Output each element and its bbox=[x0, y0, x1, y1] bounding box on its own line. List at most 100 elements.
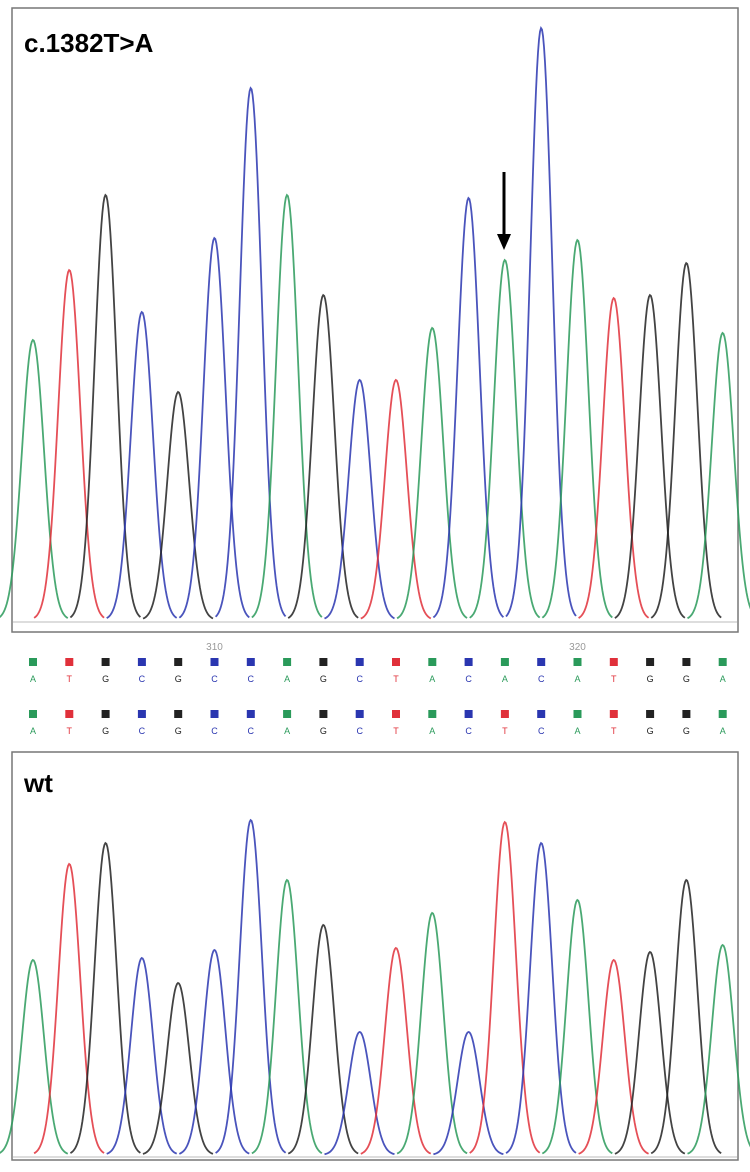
base-call: A bbox=[574, 726, 580, 736]
base-call-marker bbox=[646, 710, 655, 718]
base-call-marker bbox=[646, 658, 655, 666]
peak bbox=[505, 25, 577, 618]
base-call: C bbox=[356, 726, 363, 736]
base-call: C bbox=[465, 674, 472, 684]
base-call-marker bbox=[137, 710, 146, 718]
ruler-tick-label: 320 bbox=[569, 642, 586, 653]
base-call: A bbox=[429, 726, 435, 736]
base-call: A bbox=[30, 726, 36, 736]
base-call: G bbox=[647, 726, 654, 736]
base-call-marker bbox=[718, 658, 727, 666]
peak bbox=[541, 898, 613, 1155]
base-call: G bbox=[320, 726, 327, 736]
base-call: G bbox=[175, 726, 182, 736]
peak bbox=[251, 193, 323, 619]
base-call: C bbox=[139, 726, 146, 736]
peak bbox=[69, 841, 141, 1154]
base-call: T bbox=[67, 674, 73, 684]
base-call-marker bbox=[137, 658, 146, 666]
peak bbox=[106, 310, 178, 619]
base-call-marker bbox=[29, 710, 37, 718]
base-call-marker bbox=[428, 658, 437, 666]
peak bbox=[433, 1031, 504, 1156]
base-call-marker bbox=[174, 710, 183, 718]
base-call: C bbox=[356, 674, 363, 684]
base-call-marker bbox=[500, 710, 509, 718]
base-call-marker bbox=[355, 658, 364, 666]
base-call: G bbox=[647, 674, 654, 684]
base-call: G bbox=[102, 674, 109, 684]
base-call: A bbox=[720, 726, 726, 736]
base-call-marker bbox=[319, 710, 328, 718]
base-call: G bbox=[320, 674, 327, 684]
peak bbox=[324, 378, 395, 620]
peak bbox=[142, 981, 214, 1155]
base-call-marker bbox=[392, 658, 400, 666]
base-call-marker bbox=[101, 658, 110, 666]
base-call-marker bbox=[609, 710, 618, 718]
peak bbox=[687, 331, 750, 620]
peak bbox=[650, 261, 722, 619]
peak bbox=[360, 378, 432, 620]
base-call: G bbox=[102, 726, 109, 736]
base-call: A bbox=[30, 674, 36, 684]
base-call-marker bbox=[718, 710, 727, 718]
peak bbox=[178, 236, 250, 619]
peak bbox=[0, 338, 69, 619]
base-call-marker bbox=[355, 710, 364, 718]
base-call: A bbox=[720, 674, 726, 684]
base-call: C bbox=[538, 726, 545, 736]
peak bbox=[178, 948, 250, 1155]
base-call: A bbox=[284, 674, 290, 684]
base-call: G bbox=[683, 726, 690, 736]
base-call-marker bbox=[29, 658, 37, 666]
base-call-marker bbox=[682, 710, 691, 718]
arrow bbox=[497, 172, 511, 250]
peak bbox=[541, 238, 613, 619]
base-call-marker bbox=[210, 710, 219, 718]
base-call: A bbox=[284, 726, 290, 736]
base-call: C bbox=[139, 674, 146, 684]
base-call: C bbox=[211, 674, 218, 684]
base-call-marker bbox=[101, 710, 110, 718]
peak bbox=[432, 196, 505, 619]
base-call-marker bbox=[464, 658, 473, 666]
base-call-marker bbox=[246, 710, 255, 718]
base-call: T bbox=[502, 726, 508, 736]
panel-label: wt bbox=[23, 768, 53, 798]
base-call-marker bbox=[609, 658, 618, 666]
base-call: G bbox=[175, 674, 182, 684]
base-call-marker bbox=[464, 710, 473, 718]
peak bbox=[214, 86, 287, 618]
base-call: A bbox=[429, 674, 435, 684]
base-call-marker bbox=[682, 658, 691, 666]
ruler-tick-label: 310 bbox=[206, 642, 223, 653]
peak bbox=[360, 946, 432, 1155]
peak bbox=[33, 268, 105, 619]
peak bbox=[396, 326, 468, 620]
peak bbox=[215, 818, 287, 1154]
peak bbox=[578, 958, 649, 1155]
peak bbox=[324, 1031, 395, 1156]
peak bbox=[33, 862, 105, 1155]
base-call-marker bbox=[65, 710, 74, 718]
base-call: A bbox=[574, 674, 580, 684]
peak bbox=[396, 911, 468, 1155]
peak bbox=[287, 293, 359, 619]
peak bbox=[469, 258, 541, 619]
base-call: C bbox=[538, 674, 545, 684]
peak bbox=[505, 841, 577, 1154]
panel-label: c.1382T>A bbox=[24, 28, 154, 58]
peak bbox=[650, 878, 722, 1155]
base-call-marker bbox=[537, 658, 546, 666]
peak bbox=[287, 923, 359, 1155]
base-call-marker bbox=[246, 658, 255, 666]
base-call: T bbox=[393, 726, 399, 736]
base-call-marker bbox=[283, 658, 292, 666]
peak bbox=[106, 956, 178, 1155]
base-call-marker bbox=[65, 658, 74, 666]
base-call-marker bbox=[428, 710, 437, 718]
base-call: T bbox=[611, 726, 617, 736]
